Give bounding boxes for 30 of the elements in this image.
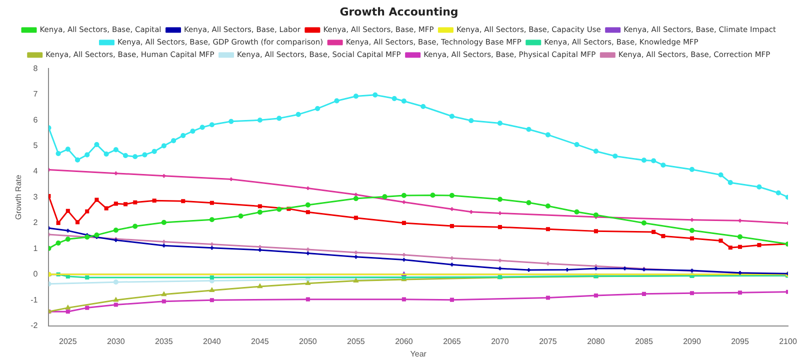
y-tick-label: 6: [33, 115, 38, 124]
y-tick-label: 7: [33, 90, 38, 99]
y-tick-label: 4: [33, 166, 38, 176]
x-tick-label: 2025: [59, 336, 78, 346]
chart-title: Growth Accounting: [340, 5, 458, 18]
x-tick-label: 2090: [683, 336, 702, 346]
x-tick-label: 2050: [299, 336, 318, 346]
y-tick-label: -1: [30, 295, 38, 304]
x-tick-label: 2035: [155, 336, 174, 346]
x-tick-label: 2040: [203, 336, 222, 346]
x-tick-label: 2065: [443, 336, 462, 346]
x-tick-label: 2080: [587, 336, 606, 346]
x-tick-label: 2055: [347, 336, 366, 346]
x-tick-label: 2100: [779, 336, 798, 346]
x-tick-label: 2095: [731, 336, 750, 346]
x-axis-title: Year: [410, 349, 427, 358]
x-tick-label: 2060: [395, 336, 414, 346]
y-tick-label: 8: [33, 64, 38, 73]
x-tick-label: 2045: [251, 336, 270, 346]
y-tick-label: 3: [33, 192, 38, 202]
y-tick-label: 0: [33, 270, 38, 279]
y-tick-label: -2: [30, 321, 38, 330]
y-tick-label: 2: [33, 218, 38, 228]
y-tick-label: 5: [33, 141, 38, 150]
x-tick-label: 2085: [635, 336, 654, 346]
x-tick-label: 2075: [539, 336, 558, 346]
x-tick-label: 2030: [107, 336, 126, 346]
y-tick-label: 1: [33, 244, 38, 253]
x-tick-label: 2070: [491, 336, 510, 346]
y-axis-title: Growth Rate: [14, 174, 24, 220]
